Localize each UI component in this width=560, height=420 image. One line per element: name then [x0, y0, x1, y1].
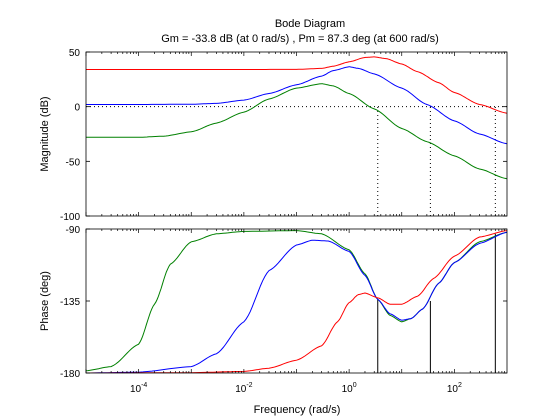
x-tick-labels: 10-4 10-2 100 102 [130, 382, 462, 395]
ph-series-red [86, 230, 507, 373]
y-tick-label: -100 [60, 212, 80, 223]
x-tick-label: 100 [342, 382, 357, 395]
magnitude-frame [85, 51, 508, 217]
x-tick-label: 10-2 [235, 382, 252, 395]
phase-ylabel: Phase (deg) [39, 271, 51, 331]
chart-title: Bode Diagram [275, 18, 345, 30]
mag-series-green [86, 83, 507, 180]
phase-frame [85, 228, 508, 374]
magnitude-panel: 50 0 -50 -100 Magnitude (dB) [39, 48, 508, 223]
mag-series-red [86, 56, 507, 114]
magnitude-plot-area [86, 52, 507, 216]
y-tick-label: 0 [74, 103, 80, 114]
y-tick-label: -135 [60, 297, 80, 308]
y-tick-label: -180 [60, 369, 80, 380]
phase-plot-area [86, 229, 507, 373]
y-tick-label: -90 [66, 225, 81, 236]
ph-series-blue [86, 231, 507, 373]
x-axis-label: Frequency (rad/s) [254, 404, 341, 416]
chart-subtitle: Gm = -33.8 dB (at 0 rad/s) , Pm = 87.3 d… [161, 33, 439, 45]
phase-curves [86, 230, 507, 373]
mag-series-blue [86, 66, 507, 145]
x-tick-label: 10-4 [130, 382, 147, 395]
x-tick-label: 102 [447, 382, 462, 395]
y-tick-label: 50 [69, 48, 81, 59]
y-tick-label: -50 [66, 157, 81, 168]
magnitude-ylabel: Magnitude (dB) [39, 96, 51, 171]
magnitude-curves [86, 56, 507, 216]
phase-panel: -90 -135 -180 Phase (deg) [39, 225, 508, 380]
